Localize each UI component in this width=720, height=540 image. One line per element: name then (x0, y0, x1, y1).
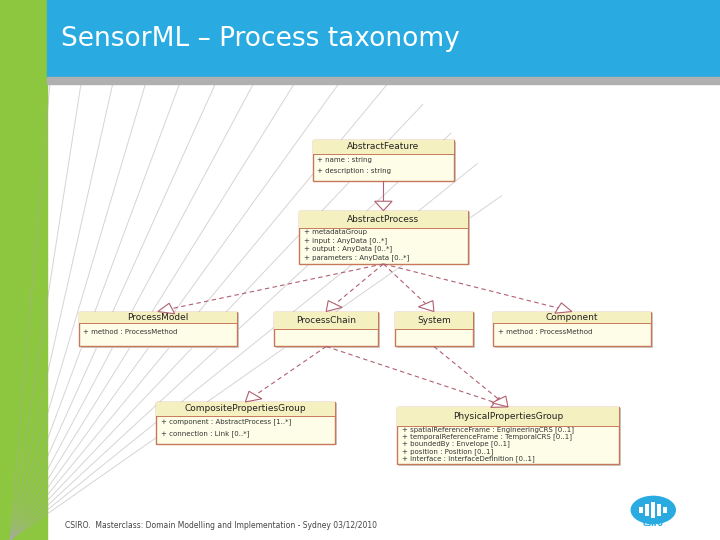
Bar (158, 403, 337, 445)
Polygon shape (492, 396, 508, 407)
Bar (300, 211, 467, 228)
Bar (639, 507, 643, 514)
Polygon shape (374, 201, 392, 211)
Bar (312, 140, 454, 181)
Bar (397, 313, 474, 348)
Text: + description : string: + description : string (318, 168, 392, 174)
Bar (397, 407, 619, 464)
Bar (274, 312, 378, 329)
Text: + name : string: + name : string (318, 157, 372, 163)
Text: AbstractFeature: AbstractFeature (347, 143, 420, 151)
Bar (312, 140, 454, 153)
Polygon shape (491, 397, 508, 407)
Bar (395, 312, 472, 347)
Bar (397, 407, 619, 426)
Text: + parameters : AnyData [0..*]: + parameters : AnyData [0..*] (304, 254, 409, 261)
Polygon shape (418, 301, 434, 312)
Text: + component : AbstractProcess [1..*]: + component : AbstractProcess [1..*] (161, 418, 291, 425)
Text: + connection : Link [0..*]: + connection : Link [0..*] (161, 430, 249, 437)
Bar (492, 312, 651, 323)
Bar (81, 313, 239, 348)
Bar (301, 212, 469, 265)
Text: + method : ProcessMethod: + method : ProcessMethod (498, 329, 592, 335)
Bar (395, 312, 472, 329)
Text: PhysicalPropertiesGroup: PhysicalPropertiesGroup (453, 412, 563, 421)
Polygon shape (158, 303, 175, 314)
Text: CSIRO.  Masterclass: Domain Modelling and Implementation - Sydney 03/12/2010: CSIRO. Masterclass: Domain Modelling and… (65, 521, 377, 530)
Polygon shape (246, 392, 262, 402)
Bar (492, 312, 651, 347)
Text: csiro: csiro (643, 519, 664, 528)
Bar (300, 211, 467, 264)
Text: ProcessModel: ProcessModel (127, 313, 189, 322)
Bar (156, 402, 335, 444)
Text: SensorML – Process taxonomy: SensorML – Process taxonomy (61, 26, 460, 52)
Text: + method : ProcessMethod: + method : ProcessMethod (84, 329, 178, 335)
Text: + input : AnyData [0..*]: + input : AnyData [0..*] (304, 237, 387, 244)
Bar (78, 312, 237, 347)
Text: CompositePropertiesGroup: CompositePropertiesGroup (184, 404, 306, 413)
Text: + boundedBy : Envelope [0..1]: + boundedBy : Envelope [0..1] (402, 441, 510, 448)
Bar (644, 504, 649, 516)
Text: ProcessChain: ProcessChain (296, 316, 356, 325)
Text: + output : AnyData [0..*]: + output : AnyData [0..*] (304, 246, 392, 252)
Bar (156, 402, 335, 416)
Text: + interface : InterfaceDefinition [0..1]: + interface : InterfaceDefinition [0..1] (402, 455, 534, 462)
Text: System: System (417, 316, 451, 325)
Text: + position : Position [0..1]: + position : Position [0..1] (402, 448, 492, 455)
Text: + metadataGroup: + metadataGroup (304, 230, 367, 235)
Bar (663, 507, 667, 514)
Polygon shape (326, 301, 342, 312)
Bar (78, 312, 237, 323)
Text: Component: Component (546, 313, 598, 322)
Text: + temporalReferenceFrame : TemporalCRS [0..1]: + temporalReferenceFrame : TemporalCRS [… (402, 434, 572, 440)
Bar (495, 313, 653, 348)
Bar (276, 313, 380, 348)
Bar (399, 408, 621, 465)
Polygon shape (555, 303, 572, 313)
Circle shape (631, 496, 675, 524)
Text: + spatialReferenceFrame : EngineeringCRS [0..1]: + spatialReferenceFrame : EngineeringCRS… (402, 426, 574, 433)
Bar (651, 502, 655, 517)
Bar (657, 504, 661, 516)
Bar (315, 141, 456, 182)
Bar (274, 312, 378, 347)
Text: AbstractProcess: AbstractProcess (347, 215, 420, 224)
